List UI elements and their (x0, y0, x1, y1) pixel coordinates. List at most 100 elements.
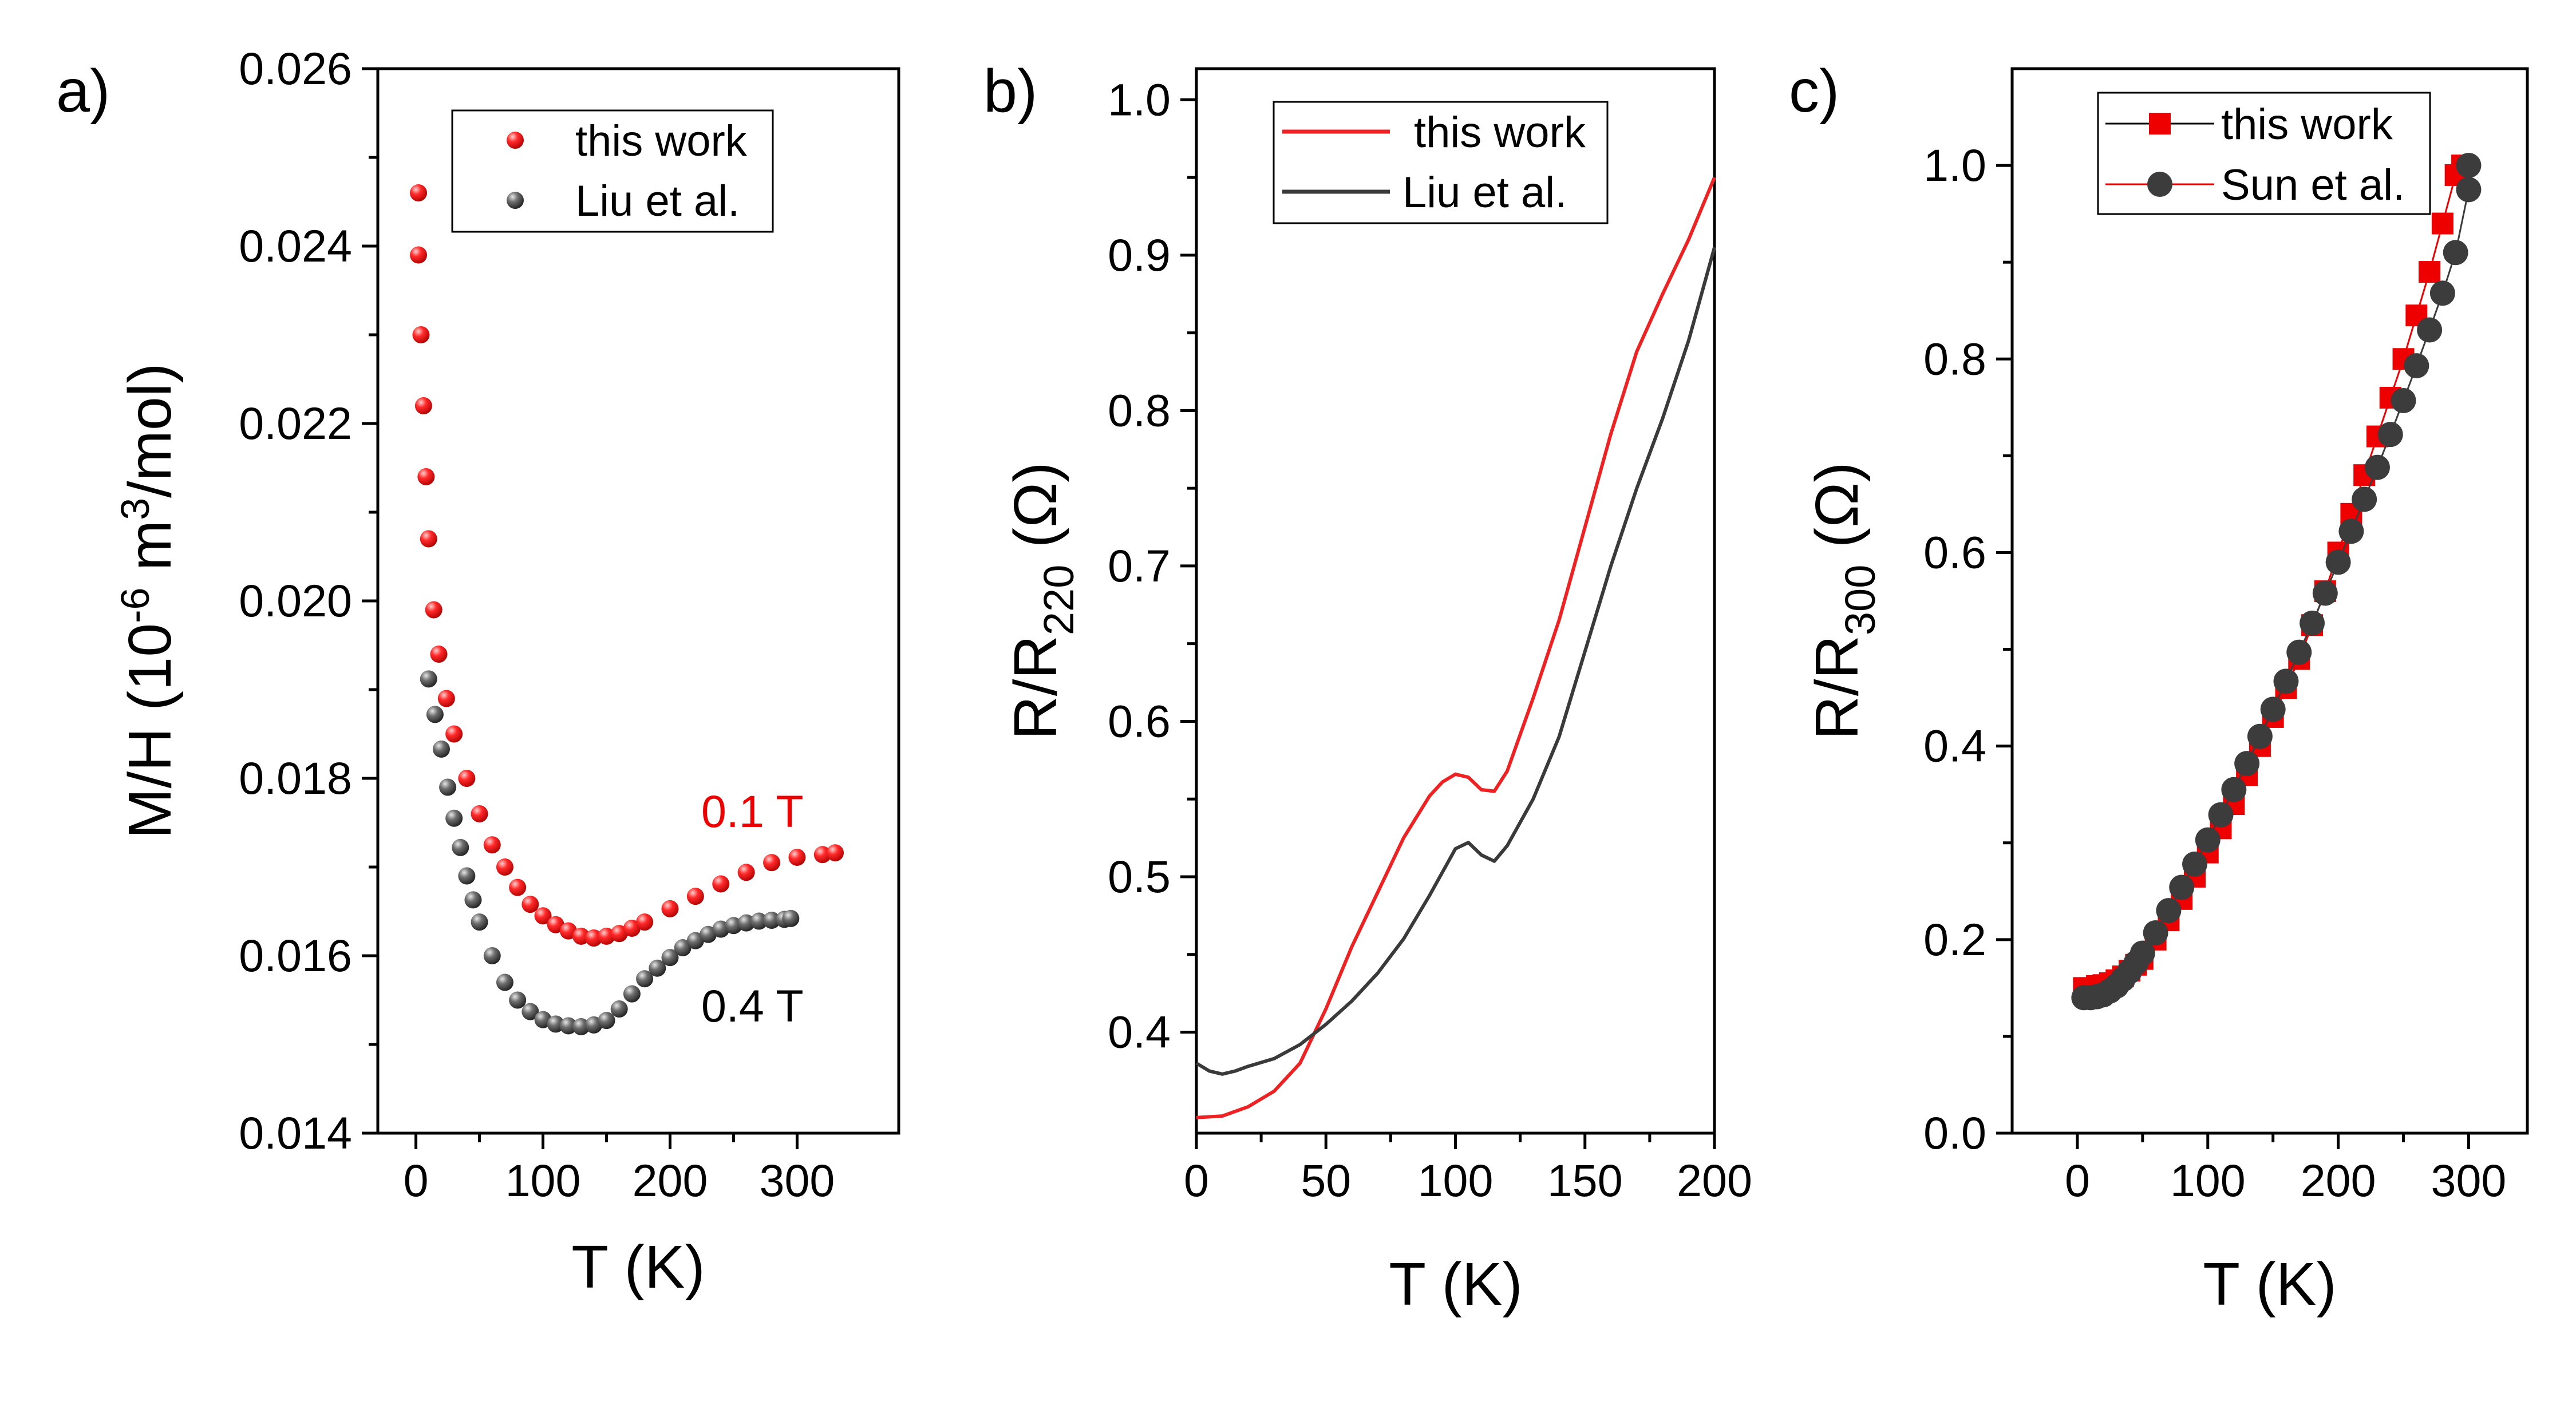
panel-b-ylabel-sub: 220 (1035, 565, 1082, 635)
panel-c-xtick-label: 300 (2431, 1155, 2507, 1206)
panel-c-legend-label-this-work: this work (2221, 100, 2393, 149)
panel-a-legend-marker-liu (507, 192, 524, 209)
panel-a-series-1-point (521, 1003, 539, 1020)
panel-a-series-1-point (572, 1018, 590, 1035)
panel-c-xtick-label: 200 (2301, 1155, 2376, 1206)
panel-b-xtick-label: 200 (1677, 1155, 1752, 1206)
panel-a-series-1-point (432, 740, 450, 758)
panel-a-series-0-point (445, 725, 463, 743)
panel-a-ytick-label: 0.018 (239, 753, 352, 804)
panel-a-ticks: 0 100 200 300 0.014 0.016 0.018 0.020 0.022 0.024… (239, 43, 835, 1206)
panel-a-ylabel-sup-1: -6 (113, 588, 157, 623)
panel-c-ytick-label: 0.0 (1923, 1107, 1986, 1158)
panel-c-series-0-point (2419, 261, 2441, 283)
panel-b-ylabel-part-2: (Ω) (1002, 462, 1069, 564)
panel-c-series-1-point (2325, 549, 2351, 575)
panel-a-ytick-label: 0.022 (239, 398, 352, 449)
panel-a-xlabel: T (K) (571, 1233, 705, 1301)
panel-a-series-0-point (636, 913, 654, 931)
panel-c-series-0-connector (2084, 175, 2457, 989)
panel-b-xtick-label: 0 (1184, 1155, 1209, 1206)
panel-b-ytick-label: 0.9 (1108, 229, 1171, 280)
panel-c-series-1-point (2129, 940, 2155, 966)
panel-c-ytick-label: 0.6 (1923, 527, 1986, 577)
panel-a-series-0-point (414, 397, 432, 414)
panel-b-legend-label-this-work: this work (1414, 108, 1586, 157)
panel-c-series-1-point (2221, 777, 2247, 802)
annotation-0-4T: 0.4 T (701, 980, 804, 1031)
panel-a-series-0-point (420, 530, 437, 548)
panel-c-series-1-point (2338, 519, 2364, 544)
panel-c-legend-label-sun: Sun et al. (2221, 161, 2405, 209)
panel-c-data (2071, 153, 2482, 1011)
panel-a-xtick-label: 300 (760, 1155, 835, 1206)
panel-a-series-0-point (737, 864, 755, 881)
panel-c-ytick-label: 1.0 (1923, 140, 1986, 191)
panel-c-series-1-point (2273, 668, 2299, 694)
panel-a-series-0-point (534, 907, 552, 925)
panel-a-series-1-point (483, 947, 501, 964)
panel-a-series-0-point (483, 836, 501, 854)
panel-a-ytick-label: 0.016 (239, 930, 352, 981)
panel-c-series-1-point (2404, 353, 2429, 379)
panel-c-series-1-point (2156, 898, 2182, 924)
panel-c-series-1-point (2143, 920, 2168, 945)
panel-a-series-0-point (430, 646, 448, 663)
panel-a-series-0-point (417, 468, 435, 485)
panel-a-series-0-point (509, 878, 527, 896)
panel-a-series-1-point (763, 912, 781, 929)
panel-a-series-0-point (813, 846, 831, 864)
panel-a-legend: this work Liu et al. (451, 109, 774, 233)
panel-a-ytick-label: 0.014 (239, 1107, 352, 1158)
panel-a-series-0-point (412, 326, 430, 343)
panel-b-legend: this work Liu et al. (1273, 101, 1609, 224)
panel-a-series-1-point (661, 949, 679, 967)
panel-a-series-0-point (437, 690, 455, 707)
panel-a-series-1-point (610, 1000, 628, 1018)
panel-a-series-1-point (496, 973, 513, 991)
panel-a-series-0-point (585, 929, 603, 947)
panel-c-frame (2010, 67, 2529, 1135)
panel-b-label: b) (983, 57, 1037, 125)
panel-a-series-0-point (425, 601, 442, 619)
panel-c-series-1-point (2260, 696, 2286, 722)
panel-b-legend-label-liu: Liu et al. (1402, 168, 1567, 217)
panel-a-series-1-point (636, 970, 654, 988)
panel-a-series-1-point (623, 985, 641, 1003)
panel-a-series-0-point (572, 927, 590, 945)
panel-b-ylabel-part-1: R/R (1002, 635, 1069, 740)
panel-a-series-1-point (426, 706, 444, 723)
panel-a-series-1-point (598, 1012, 615, 1030)
panel-a-ylabel-part-3: /mol) (116, 363, 184, 498)
panel-b-ytick-label: 0.5 (1108, 851, 1171, 902)
panel-c-ytick-label: 0.8 (1923, 333, 1986, 384)
panel-c-series-1-point (2312, 580, 2338, 606)
panel-a-series-0-point (547, 916, 564, 933)
panel-a-series-0-point (712, 875, 730, 893)
panel-a-series-1-point (649, 959, 666, 977)
panel-a-legend-label-liu: Liu et al. (575, 177, 740, 225)
panel-b-ytick-label: 0.6 (1108, 695, 1171, 746)
panel-a-xtick-label: 100 (505, 1155, 581, 1206)
panel-c-ylabel: R/R300 (Ω) (1803, 462, 1884, 739)
panel-a-series-0-point (623, 919, 641, 937)
panel-a-series-1-point (464, 891, 482, 909)
panel-c-series-1-point (2429, 280, 2455, 306)
panel-c-series-1-point (2169, 874, 2195, 900)
panel-b-xtick-label: 150 (1547, 1155, 1623, 1206)
panel-b-series-1-line (1195, 247, 1716, 1076)
panel-c-series-1-point (2247, 723, 2273, 749)
panel-b-xtick-label: 100 (1418, 1155, 1494, 1206)
panel-a-series-1-point (686, 932, 704, 949)
panel-a-series-0-point (410, 246, 428, 264)
panel-a-ylabel: M/H (10-6 m3/mol) (113, 363, 184, 838)
panel-a-legend-marker-this-work (507, 132, 524, 149)
panel-b-ytick-label: 0.7 (1108, 540, 1171, 591)
panel-a-series-0-point (763, 854, 781, 872)
panel-a-series-1-point (509, 991, 527, 1009)
panel-a-series-1-point (458, 867, 476, 885)
panel-a-series-1-point (471, 913, 488, 931)
panel-a-xtick-label: 0 (404, 1155, 429, 1206)
